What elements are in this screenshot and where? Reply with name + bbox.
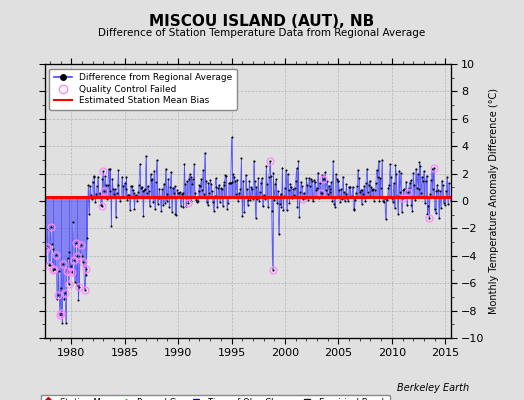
Text: Difference of Station Temperature Data from Regional Average: Difference of Station Temperature Data f… (99, 28, 425, 38)
Text: Berkeley Earth: Berkeley Earth (397, 383, 469, 393)
Legend: Station Move, Record Gap, Time of Obs. Change, Empirical Break: Station Move, Record Gap, Time of Obs. C… (40, 394, 390, 400)
Text: MISCOU ISLAND (AUT), NB: MISCOU ISLAND (AUT), NB (149, 14, 375, 29)
Y-axis label: Monthly Temperature Anomaly Difference (°C): Monthly Temperature Anomaly Difference (… (488, 88, 499, 314)
